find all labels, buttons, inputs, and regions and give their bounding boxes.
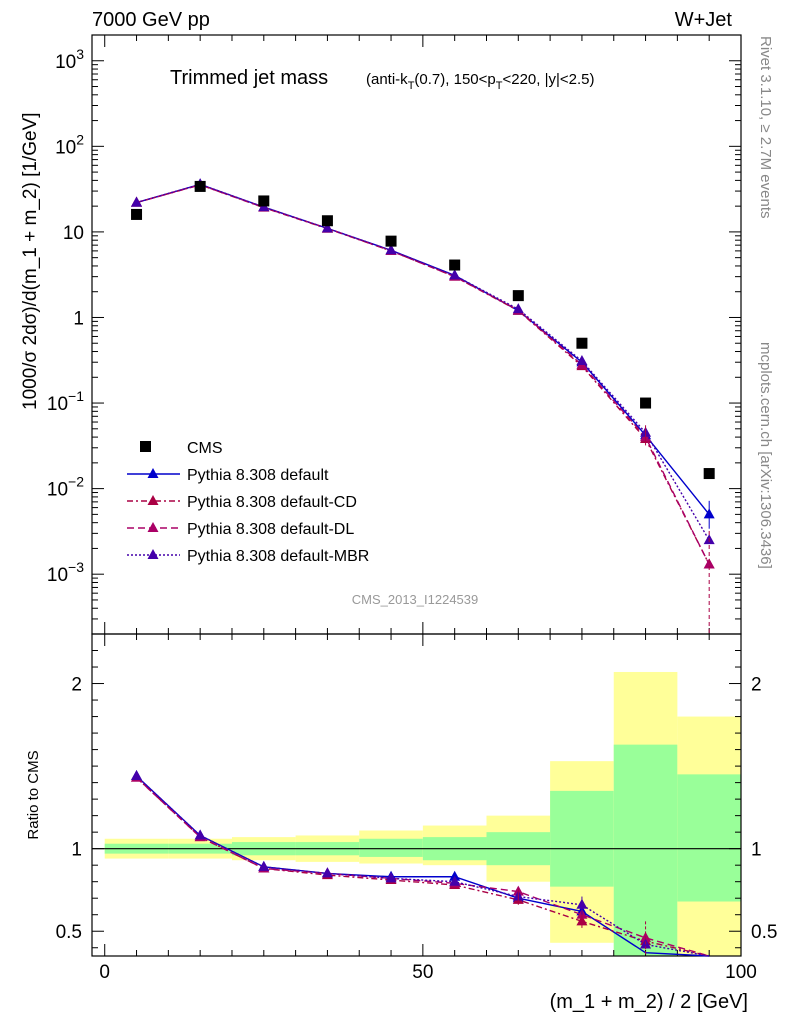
ratio-y-tick-label-right: 2 — [751, 675, 762, 696]
analysis-id: CMS_2013_I1224539 — [352, 592, 479, 607]
ratio-marker-3 — [321, 867, 333, 878]
ratio-marker-3 — [449, 875, 461, 886]
data-point — [321, 215, 333, 227]
series-marker-3 — [449, 269, 461, 280]
x-tick-label: 50 — [412, 962, 433, 983]
ratio-y-tick-label-right: 1 — [751, 840, 762, 861]
series-marker-3 — [131, 196, 143, 207]
x-tick-label: 0 — [99, 962, 110, 983]
uncertainty-band-green — [359, 838, 423, 857]
data-point — [258, 195, 270, 207]
main-frame — [91, 34, 742, 635]
energy-label: 7000 GeV pp — [92, 9, 210, 31]
data-point — [703, 468, 715, 480]
x-axis-label: (m_1 + m_2) / 2 [GeV] — [550, 991, 748, 1013]
main-y-axis-label: 1000/σ 2dσ)/d(m_1 + m_2) [1/GeV] — [20, 112, 41, 410]
ratio-panel: 0.5 0.5 1 1 2 2 0 50 100 — [56, 633, 777, 983]
legend-label-1: Pythia 8.308 default-CD — [187, 494, 357, 511]
process-label: W+Jet — [675, 9, 733, 31]
series-marker-3 — [385, 244, 397, 255]
legend-label-data: CMS — [187, 440, 223, 457]
legend-marker-1 — [147, 495, 159, 505]
legend-label-2: Pythia 8.308 default-DL — [187, 521, 354, 538]
y-tick-label: 103 — [55, 46, 84, 73]
x-tick-label: 100 — [725, 962, 757, 983]
ratio-y-tick-label: 1 — [71, 840, 82, 861]
ratio-y-tick-label-right: 0.5 — [751, 922, 777, 943]
ratio-line-2 — [136, 777, 710, 957]
data-point — [385, 235, 397, 247]
ratio-marker-3 — [131, 770, 143, 781]
series-marker-3 — [576, 354, 588, 365]
y-tick-label: 102 — [55, 131, 84, 158]
series-marker-2 — [703, 558, 715, 569]
ratio-marker-3 — [194, 829, 206, 840]
legend-marker-2 — [147, 522, 159, 532]
series-line-3 — [136, 183, 710, 541]
main-title-cuts: (anti-kT(0.7), 150<pT<220, |y|<2.5) — [366, 71, 595, 92]
ratio-marker-3 — [385, 872, 397, 883]
legend-marker-0 — [147, 468, 159, 478]
mcplots-label: mcplots.cern.ch [arXiv:1306.3436] — [757, 342, 774, 569]
data-point — [131, 208, 143, 220]
ratio-frame — [91, 633, 742, 957]
y-tick-label: 10 — [63, 223, 84, 244]
data-point — [449, 259, 461, 271]
legend-label-0: Pythia 8.308 default — [187, 467, 329, 484]
y-tick-label: 10−3 — [47, 559, 84, 586]
ratio-y-tick-label: 0.5 — [56, 922, 82, 943]
y-tick-label: 10−1 — [47, 388, 84, 415]
rivet-label: Rivet 3.1.10, ≥ 2.7M events — [757, 36, 774, 219]
uncertainty-band-green — [613, 744, 678, 956]
ratio-line-0 — [136, 775, 710, 957]
series-marker-3 — [512, 303, 524, 314]
ratio-y-tick-label: 2 — [71, 675, 82, 696]
ratio-marker-3 — [258, 860, 270, 871]
series-marker-3 — [321, 222, 333, 233]
legend-marker-3 — [147, 549, 159, 559]
legend-marker-data — [140, 441, 151, 452]
main-title: Trimmed jet mass — [170, 67, 328, 89]
legend-label-3: Pythia 8.308 default-MBR — [187, 548, 369, 565]
uncertainty-band-green — [677, 774, 741, 902]
ratio-line-3 — [136, 775, 710, 957]
ratio-y-axis-label: Ratio to CMS — [25, 750, 42, 839]
data-point — [194, 180, 206, 192]
data-point — [576, 337, 588, 349]
uncertainty-band-green — [550, 790, 614, 887]
series-line-0 — [136, 183, 710, 515]
y-tick-label: 10−2 — [47, 474, 84, 501]
data-point — [640, 397, 652, 409]
data-point — [512, 290, 524, 302]
y-tick-label: 1 — [73, 308, 84, 329]
